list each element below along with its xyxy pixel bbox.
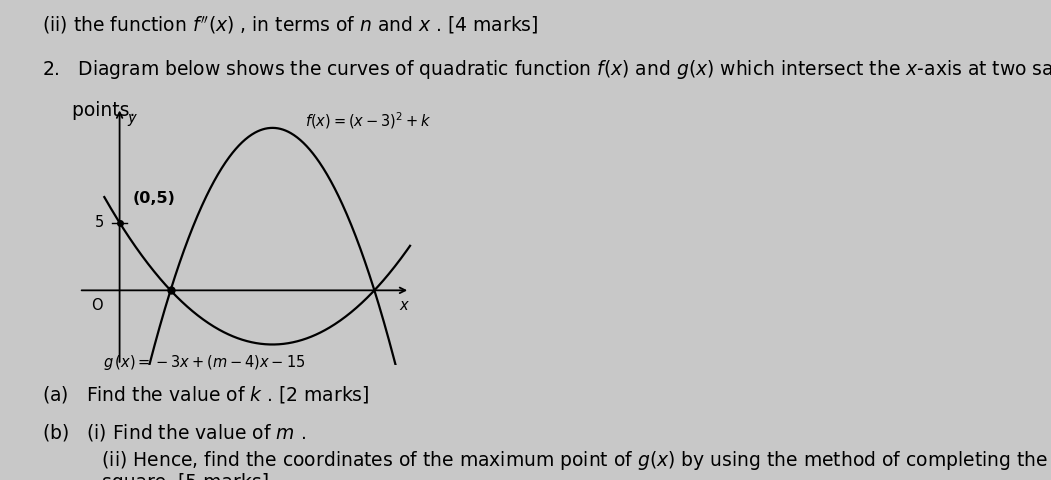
Text: square. [5 marks]: square. [5 marks] [42, 473, 269, 480]
Text: points.: points. [42, 101, 136, 120]
Text: (a)   Find the value of $k$ . [2 marks]: (a) Find the value of $k$ . [2 marks] [42, 384, 370, 405]
Text: O: O [90, 299, 103, 313]
Text: (ii) Hence, find the coordinates of the maximum point of $g(x)$ by using the met: (ii) Hence, find the coordinates of the … [42, 449, 1048, 472]
Text: (0,5): (0,5) [132, 192, 176, 206]
Text: 2.   Diagram below shows the curves of quadratic function $f(x)$ and $g(x)$ whic: 2. Diagram below shows the curves of qua… [42, 58, 1051, 81]
Text: $g\,(x) = -3x + (m - 4)x - 15$: $g\,(x) = -3x + (m - 4)x - 15$ [103, 353, 306, 372]
Text: $f(x) = (x - 3)^2 + k$: $f(x) = (x - 3)^2 + k$ [305, 110, 431, 131]
Text: 5: 5 [95, 215, 104, 230]
Text: (ii) the function $f^{\prime\prime}(x)$ , in terms of $n$ and $x$ . [4 marks]: (ii) the function $f^{\prime\prime}(x)$ … [42, 14, 538, 36]
Text: (b)   (i) Find the value of $m$ .: (b) (i) Find the value of $m$ . [42, 422, 306, 444]
Text: $y$: $y$ [127, 112, 139, 128]
Text: $x$: $x$ [399, 299, 411, 313]
